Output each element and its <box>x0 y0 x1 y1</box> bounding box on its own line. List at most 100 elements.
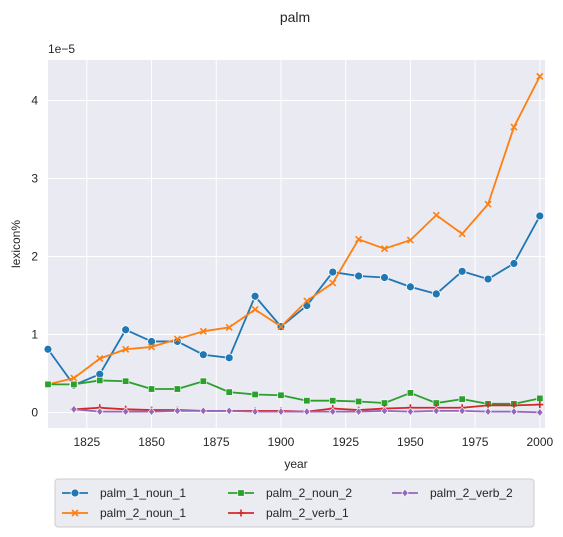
data-point-palm_1_noun_1 <box>147 337 156 346</box>
data-point-palm_2_verb_2 <box>329 407 337 416</box>
data-point-palm_1_noun_1 <box>354 271 364 281</box>
data-point-palm_2_verb_2 <box>147 407 156 416</box>
y-tick-label: 3 <box>31 172 38 186</box>
data-point-palm_2_verb_2 <box>70 405 78 414</box>
data-point-palm_2_noun_1 <box>536 72 544 80</box>
data-point-palm_2_noun_1 <box>458 230 466 238</box>
data-point-palm_2_verb_2 <box>536 408 544 417</box>
data-point-palm_2_noun_1 <box>432 211 440 219</box>
data-point-palm_2_noun_1 <box>277 323 285 331</box>
data-point-palm_1_noun_1 <box>380 273 389 282</box>
x-tick-label: 1825 <box>73 435 100 449</box>
data-point-palm_1_noun_1 <box>405 282 415 292</box>
data-point-palm_2_verb_2 <box>510 407 518 416</box>
legend-label: palm_2_verb_2 <box>430 486 513 500</box>
legend-item-palm_2_noun_2: palm_2_noun_2 <box>228 486 352 500</box>
data-point-palm_1_noun_1 <box>457 266 467 276</box>
data-point-palm_2_noun_2 <box>199 377 207 385</box>
x-axis-label: year <box>284 457 307 471</box>
data-point-palm_2_noun_2 <box>277 391 285 399</box>
data-point-palm_1_noun_1 <box>250 291 260 301</box>
data-point-palm_1_noun_1 <box>198 350 208 360</box>
data-point-palm_2_verb_2 <box>432 406 440 416</box>
legend-label: palm_1_noun_1 <box>100 486 186 500</box>
legend-marker-palm_2_noun_2 <box>237 489 245 497</box>
data-point-palm_2_verb_2 <box>251 407 259 416</box>
data-point-palm_2_noun_1 <box>329 279 337 287</box>
x-axis-ticks: 1825 1850 1875 1900 1925 1950 1975 2000 <box>73 435 553 449</box>
data-point-palm_2_noun_1 <box>173 335 181 343</box>
series-markers <box>43 72 545 417</box>
data-point-palm_2_verb_2 <box>380 406 389 416</box>
chart-title: palm <box>280 9 310 25</box>
data-point-palm_2_verb_2 <box>303 407 311 416</box>
y-axis-ticks: 0 1 2 3 4 <box>31 94 38 420</box>
data-point-palm_2_noun_1 <box>147 343 156 351</box>
data-point-palm_2_noun_1 <box>380 245 389 253</box>
data-point-palm_1_noun_1 <box>43 344 53 354</box>
data-point-palm_2_noun_1 <box>122 345 130 353</box>
data-point-palm_2_noun_1 <box>484 200 492 208</box>
data-point-palm_2_noun_2 <box>251 390 259 398</box>
legend-item-palm_2_noun_1: palm_2_noun_1 <box>62 506 186 520</box>
legend-box <box>54 478 535 528</box>
legend-label: palm_2_verb_1 <box>266 506 349 520</box>
grid-lines <box>48 60 545 428</box>
data-point-palm_2_verb_2 <box>406 407 414 416</box>
data-point-palm_2_noun_2 <box>173 385 181 393</box>
plot-area <box>48 60 545 428</box>
data-point-palm_2_noun_2 <box>44 380 52 388</box>
data-point-palm_2_noun_2 <box>122 377 130 385</box>
data-point-palm_2_noun_1 <box>225 323 233 331</box>
data-point-palm_1_noun_1 <box>535 211 545 221</box>
x-tick-label: 1900 <box>268 435 295 449</box>
data-point-palm_1_noun_1 <box>483 274 493 284</box>
data-point-palm_2_verb_2 <box>199 406 207 416</box>
data-point-palm_2_noun_1 <box>70 374 78 382</box>
x-tick-label: 1950 <box>397 435 424 449</box>
y-tick-label: 1 <box>31 327 38 341</box>
data-point-palm_1_noun_1 <box>509 259 519 268</box>
x-tick-label: 2000 <box>526 435 553 449</box>
data-point-palm_2_verb_2 <box>96 407 104 416</box>
data-point-palm_2_verb_2 <box>122 407 130 416</box>
legend-label: palm_2_noun_1 <box>100 506 186 520</box>
data-point-palm_2_noun_1 <box>355 235 363 243</box>
data-point-palm_2_verb_2 <box>484 407 492 416</box>
data-point-palm_2_noun_1 <box>303 297 311 305</box>
x-tick-label: 1975 <box>462 435 489 449</box>
data-point-palm_2_noun_1 <box>406 236 414 244</box>
y-tick-label: 4 <box>31 94 38 108</box>
data-point-palm_2_noun_1 <box>510 123 518 131</box>
series-line-palm_2_noun_1 <box>47 75 541 386</box>
data-point-palm_2_noun_2 <box>303 397 311 405</box>
data-point-palm_2_verb_1 <box>536 401 544 409</box>
data-point-palm_2_verb_2 <box>277 407 285 416</box>
data-point-palm_1_noun_1 <box>328 267 338 277</box>
data-point-palm_2_noun_2 <box>355 397 363 405</box>
data-point-palm_2_noun_1 <box>199 327 207 335</box>
y-tick-label: 0 <box>31 405 38 419</box>
legend-item-palm_1_noun_1: palm_1_noun_1 <box>62 486 186 500</box>
data-point-palm_1_noun_1 <box>431 289 441 299</box>
y-scale-label: 1e−5 <box>48 42 75 56</box>
data-point-palm_2_noun_2 <box>329 397 337 405</box>
legend-marker-palm_2_noun_1 <box>71 509 79 517</box>
data-point-palm_2_verb_2 <box>458 406 466 416</box>
data-point-palm_1_noun_1 <box>121 325 131 335</box>
data-point-palm_1_noun_1 <box>173 337 182 346</box>
legend-item-palm_2_verb_2: palm_2_verb_2 <box>392 486 513 500</box>
data-point-palm_1_noun_1 <box>224 353 234 363</box>
data-point-palm_2_verb_2 <box>173 406 182 416</box>
data-point-palm_2_noun_2 <box>536 394 544 402</box>
data-point-palm_2_verb_2 <box>355 407 363 416</box>
legend-items: palm_1_noun_1palm_2_noun_1palm_2_noun_2p… <box>62 486 513 520</box>
series-line-palm_2_noun_2 <box>48 379 541 405</box>
x-tick-label: 1850 <box>138 435 165 449</box>
legend-marker-palm_2_verb_1 <box>237 509 245 517</box>
legend-marker-palm_1_noun_1 <box>70 488 80 498</box>
data-point-palm_2_noun_2 <box>225 388 233 396</box>
x-tick-label: 1875 <box>203 435 230 449</box>
series-line-palm_1_noun_1 <box>47 215 541 387</box>
